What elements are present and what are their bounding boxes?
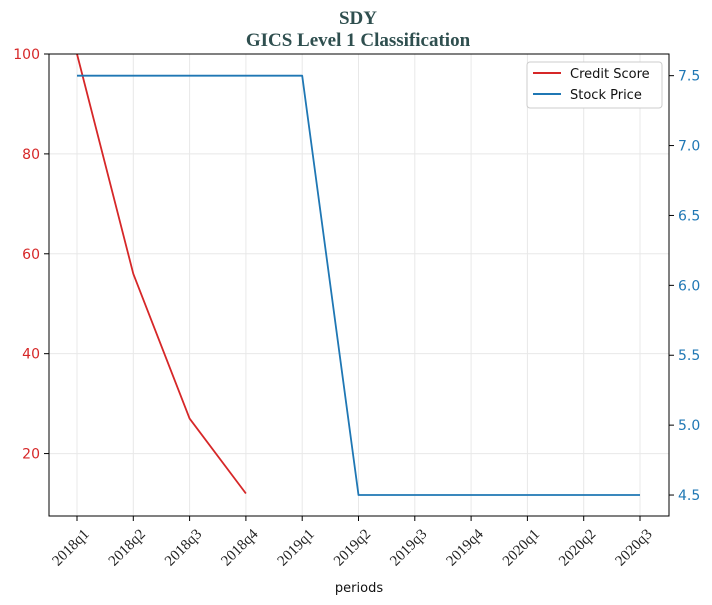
x-tick-label: 2018q3 — [162, 526, 205, 569]
legend-label-stock-price: Stock Price — [570, 88, 642, 103]
chart-subtitle: GICS Level 1 Classification — [246, 30, 471, 51]
left-y-tick-label: 60 — [22, 247, 40, 263]
right-y-tick-label: 5.0 — [678, 418, 700, 434]
grid — [49, 53, 669, 516]
x-tick-label: 2019q4 — [444, 526, 487, 569]
right-y-tick-label: 6.5 — [678, 208, 700, 224]
x-tick-label: 2018q2 — [106, 526, 149, 569]
legend-label-credit-score: Credit Score — [570, 67, 650, 82]
x-tick-label: 2019q1 — [275, 526, 318, 569]
x-tick-label: 2018q1 — [49, 526, 92, 569]
x-axis-label: periods — [335, 581, 383, 596]
series-line-stock-price — [77, 74, 640, 496]
x-tick-label: 2019q2 — [331, 526, 374, 569]
legend: Credit Score Stock Price — [526, 61, 663, 109]
left-y-axis: 20 40 60 80 100 — [13, 47, 49, 463]
x-tick-label: 2020q3 — [612, 526, 655, 569]
x-tick-label: 2020q2 — [556, 526, 599, 569]
left-y-tick-label: 80 — [22, 147, 40, 163]
right-y-axis: 4.5 5.0 5.5 6.0 6.5 7.0 7.5 — [669, 69, 700, 504]
x-tick-label: 2018q4 — [218, 526, 261, 569]
right-y-tick-label: 7.5 — [678, 69, 700, 85]
left-y-tick-label: 100 — [13, 47, 40, 63]
series-line-credit-score — [76, 53, 247, 495]
left-y-tick-label: 20 — [22, 447, 40, 463]
right-y-tick-label: 4.5 — [678, 488, 700, 504]
left-y-tick-label: 40 — [22, 347, 40, 363]
right-y-tick-label: 7.0 — [678, 139, 700, 155]
x-tick-label: 2019q3 — [387, 526, 430, 569]
right-y-tick-label: 5.5 — [678, 348, 700, 364]
series-layer — [76, 53, 640, 496]
x-tick-label: 2020q1 — [500, 526, 543, 569]
chart-title: SDY — [339, 8, 377, 29]
right-y-tick-label: 6.0 — [678, 278, 700, 294]
x-axis: 2018q1 2018q2 2018q3 2018q4 2019q1 2019q2 2019… — [49, 516, 656, 569]
